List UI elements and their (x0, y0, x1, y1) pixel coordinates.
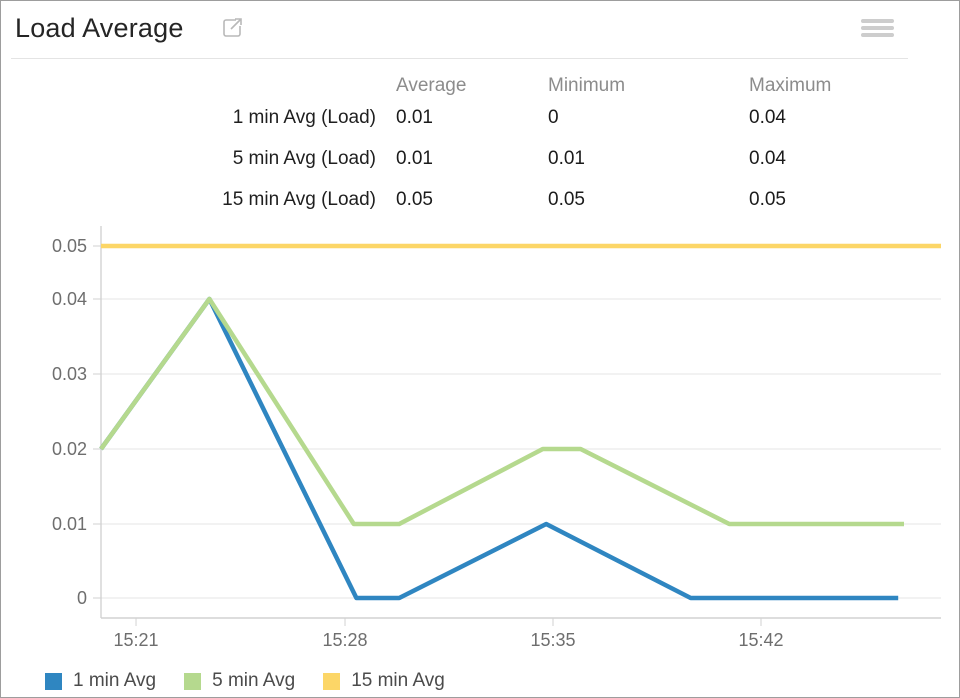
svg-text:15:28: 15:28 (322, 630, 367, 650)
svg-text:15:35: 15:35 (530, 630, 575, 650)
stats-header-row: Average Minimum Maximum (1, 73, 959, 99)
cell-maximum: 0.04 (749, 107, 786, 128)
svg-text:0.04: 0.04 (52, 289, 87, 309)
row-label: 1 min Avg (Load) (232, 107, 376, 128)
legend-label: 5 min Avg (212, 670, 296, 691)
legend-swatch-15min (323, 672, 341, 690)
cell-average: 0.01 (396, 148, 433, 169)
legend-label: 1 min Avg (73, 670, 157, 691)
cell-minimum: 0 (548, 107, 559, 128)
cell-maximum: 0.05 (749, 189, 786, 210)
table-row: 15 min Avg (Load) 0.05 0.05 0.05 (1, 187, 959, 213)
legend-swatch-5min (184, 672, 202, 690)
cell-average: 0.05 (396, 189, 433, 210)
legend-swatch-1min (45, 672, 62, 690)
column-header-maximum: Maximum (749, 75, 832, 96)
page-title: Load Average (15, 13, 184, 43)
svg-text:0.03: 0.03 (52, 364, 87, 384)
row-label: 5 min Avg (Load) (232, 148, 376, 169)
legend-item-1min[interactable]: 1 min Avg (45, 670, 156, 692)
legend-label: 15 min Avg (351, 670, 445, 691)
hamburger-menu-icon[interactable] (861, 17, 894, 39)
svg-text:15:21: 15:21 (114, 630, 159, 650)
svg-text:0.05: 0.05 (52, 236, 87, 256)
load-average-chart: 0 0.01 0.02 0.03 0.04 0.05 15:21 15:28 15:35 15:4… (52, 226, 941, 650)
cell-minimum: 0.05 (548, 189, 585, 210)
column-header-minimum: Minimum (548, 75, 626, 96)
cell-maximum: 0.04 (749, 148, 786, 169)
svg-text:0.01: 0.01 (52, 514, 87, 534)
svg-text:0.02: 0.02 (52, 439, 87, 459)
table-row: 1 min Avg (Load) 0.01 0 0.04 (1, 105, 959, 131)
legend-item-15min[interactable]: 15 min Avg (323, 670, 445, 692)
svg-text:15:42: 15:42 (738, 630, 783, 650)
legend-item-5min[interactable]: 5 min Avg (184, 670, 295, 692)
column-header-average: Average (396, 75, 467, 96)
svg-text:0: 0 (77, 588, 87, 608)
cell-minimum: 0.01 (548, 148, 585, 169)
external-link-icon[interactable] (220, 16, 244, 40)
cell-average: 0.01 (396, 107, 433, 128)
chart-legend: 1 min Avg 5 min Avg 15 min Avg (45, 670, 445, 692)
table-row: 5 min Avg (Load) 0.01 0.01 0.04 (1, 146, 959, 172)
header-divider (11, 58, 908, 59)
row-label: 15 min Avg (Load) (222, 189, 376, 210)
